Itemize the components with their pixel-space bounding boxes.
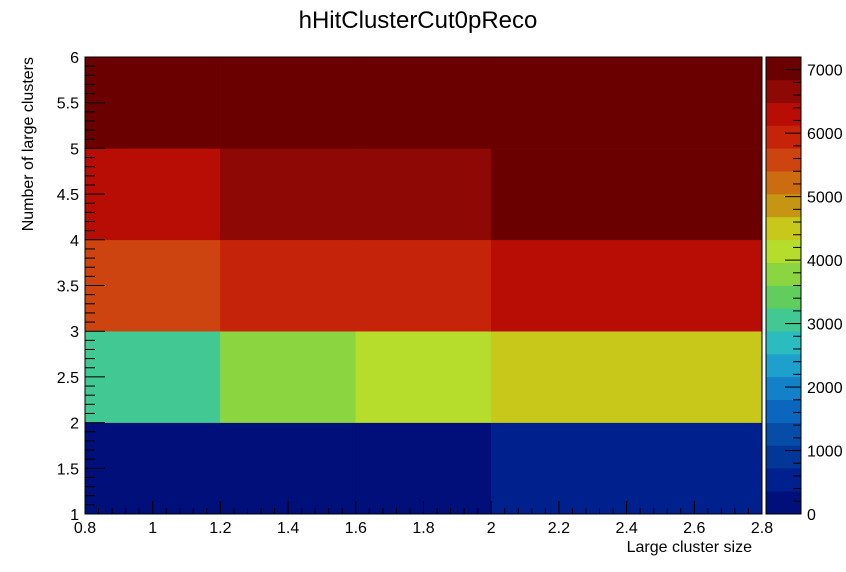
- palette-swatch: [765, 468, 802, 492]
- x-tick-label: 1: [148, 520, 157, 537]
- y-tick-label: 3: [70, 324, 79, 341]
- y-tick-label: 2.5: [57, 370, 79, 387]
- heatmap-cell: [220, 330, 357, 423]
- y-tick-label: 5.5: [57, 96, 79, 113]
- palette-tick-label: 4000: [807, 253, 843, 270]
- y-tick-label: 1.5: [57, 461, 79, 478]
- palette-tick-label: 1000: [807, 444, 843, 461]
- y-axis-label: Number of large clusters: [20, 57, 37, 231]
- palette-swatch: [765, 171, 802, 195]
- palette-swatch: [765, 56, 802, 81]
- palette-swatch: [765, 422, 802, 446]
- palette-swatch: [765, 193, 802, 218]
- x-tick-label: 1.8: [412, 520, 434, 537]
- palette-tick-label: 6000: [807, 126, 843, 143]
- palette-swatch: [765, 376, 802, 400]
- palette-swatch: [765, 125, 802, 149]
- heatmap-cell: [355, 422, 492, 515]
- palette-tick-label: 2000: [807, 380, 843, 397]
- heatmap-cell: [84, 330, 221, 423]
- palette-swatch: [765, 399, 802, 423]
- palette-swatch: [765, 330, 802, 355]
- palette-swatch: [765, 308, 802, 332]
- x-axis-label: Large cluster size: [627, 539, 752, 556]
- x-tick-label: 2.4: [615, 520, 637, 537]
- heatmap-cell: [84, 239, 221, 332]
- palette-swatch: [765, 262, 802, 286]
- heatmap-cell: [355, 148, 492, 241]
- x-tick-label: 1.6: [345, 520, 367, 537]
- y-tick-label: 5: [70, 141, 79, 158]
- palette-tick-label: 3000: [807, 317, 843, 334]
- palette-swatch: [765, 445, 802, 469]
- heatmap-cells: [84, 56, 763, 515]
- y-tick-label: 1: [70, 507, 79, 524]
- x-tick-label: 0.8: [74, 520, 96, 537]
- heatmap-cell: [84, 56, 221, 149]
- y-tick-label: 2: [70, 416, 79, 433]
- x-tick-label: 2.8: [751, 520, 773, 537]
- heatmap-cell: [355, 330, 492, 423]
- heatmap-cell: [490, 56, 763, 149]
- heatmap-cell: [355, 239, 492, 332]
- palette-tick-label: 0: [807, 507, 816, 524]
- heatmap-cell: [220, 148, 357, 241]
- heatmap-cell: [490, 148, 763, 241]
- palette-swatch: [765, 102, 802, 126]
- y-tick-label: 6: [70, 50, 79, 67]
- palette-tick-label: 5000: [807, 190, 843, 207]
- x-tick-label: 1.4: [277, 520, 299, 537]
- palette-swatch: [765, 490, 802, 515]
- palette-swatch: [765, 285, 802, 309]
- palette-swatch: [765, 239, 802, 263]
- x-tick-label: 2: [487, 520, 496, 537]
- heatmap-cell: [220, 239, 357, 332]
- y-tick-label: 4.5: [57, 187, 79, 204]
- palette-swatch: [765, 79, 802, 103]
- x-tick-label: 2.2: [548, 520, 570, 537]
- palette-swatch: [765, 353, 802, 378]
- chart-title: hHitClusterCut0pReco: [299, 7, 538, 34]
- heatmap-cell: [84, 422, 221, 515]
- heatmap-cell: [84, 148, 221, 241]
- heatmap-cell: [220, 422, 357, 515]
- heatmap-cell: [490, 330, 763, 423]
- heatmap-cell: [355, 56, 492, 149]
- palette-swatch: [765, 216, 802, 241]
- heatmap-cell: [490, 239, 763, 332]
- y-tick-label: 3.5: [57, 279, 79, 296]
- axes: 0.8 1 1.2 1.4 1.6 1.8 2 2.2 2.4 2.6 2.811.522.533.…: [57, 50, 773, 537]
- heatmap-cell: [220, 56, 357, 149]
- color-palette: 0 1000 2000 3000 4000 5000 6000 7000: [765, 56, 843, 524]
- y-tick-label: 4: [70, 233, 79, 250]
- heatmap-cell: [490, 422, 763, 515]
- palette-swatch: [765, 148, 802, 172]
- palette-tick-label: 7000: [807, 63, 843, 80]
- x-tick-label: 2.6: [683, 520, 705, 537]
- x-tick-label: 1.2: [209, 520, 231, 537]
